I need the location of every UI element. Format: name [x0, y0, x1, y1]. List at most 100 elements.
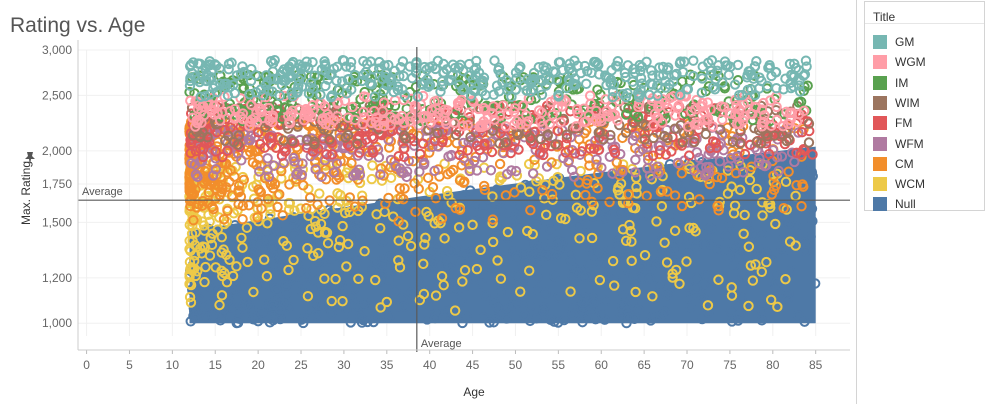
- data-point-wcm: [527, 228, 538, 240]
- data-point-null: [671, 212, 682, 223]
- data-point-fm: [569, 148, 581, 159]
- data-point-null: [274, 298, 285, 310]
- data-point-gm: [286, 87, 297, 99]
- legend-item-null[interactable]: Null: [873, 194, 916, 214]
- data-point-cm: [385, 162, 396, 173]
- data-point-wim: [542, 130, 553, 141]
- data-point-null: [793, 310, 804, 321]
- data-point-cm: [546, 188, 558, 200]
- data-point-wgm: [406, 111, 417, 122]
- data-point-null: [385, 251, 396, 262]
- y-tick-label: 1,000: [42, 316, 72, 330]
- data-point-wcm: [210, 262, 221, 273]
- data-point-null: [756, 315, 768, 326]
- data-point-null: [623, 312, 634, 323]
- data-point-fm: [560, 139, 571, 150]
- data-point-cm: [676, 168, 688, 179]
- data-point-wgm: [426, 104, 438, 116]
- x-tick-label: 80: [766, 358, 780, 372]
- data-point-null: [756, 304, 767, 316]
- data-point-cm: [712, 200, 723, 212]
- y-tick-label: 1,200: [42, 271, 72, 285]
- data-point-null: [729, 241, 740, 252]
- data-point-null: [769, 284, 781, 295]
- data-point-im: [458, 89, 470, 100]
- data-point-gm: [345, 62, 356, 73]
- data-point-wcm: [199, 276, 210, 288]
- data-point-wcm: [683, 191, 695, 203]
- data-point-wfm: [278, 157, 289, 168]
- data-point-null: [235, 228, 246, 239]
- data-point-wfm: [485, 165, 497, 176]
- data-point-wgm: [742, 97, 753, 108]
- data-point-null: [809, 278, 821, 289]
- legend-item-cm[interactable]: CM: [873, 154, 914, 174]
- pin-icon[interactable]: [25, 152, 35, 165]
- data-point-null: [280, 280, 292, 291]
- data-point-wcm: [570, 189, 582, 200]
- data-point-wcm: [756, 266, 768, 278]
- legend[interactable]: Title GM WGM IM WIM FM WFM CM WCM Null: [864, 1, 985, 214]
- data-point-wcm: [541, 209, 552, 221]
- data-point-wcm: [453, 222, 465, 233]
- data-point-cm: [783, 166, 794, 177]
- data-point-gm: [706, 55, 718, 66]
- data-point-gm: [493, 64, 504, 76]
- data-point-wim: [700, 128, 712, 140]
- data-point-im: [632, 111, 644, 122]
- data-point-cm: [500, 190, 512, 201]
- legend-item-im[interactable]: IM: [873, 73, 908, 93]
- legend-item-gm[interactable]: GM: [873, 32, 914, 52]
- data-point-null: [547, 201, 558, 213]
- data-point-fm: [561, 132, 573, 144]
- legend-item-fm[interactable]: FM: [873, 113, 912, 133]
- data-point-null: [533, 241, 545, 253]
- data-point-wcm: [200, 261, 211, 273]
- data-point-null: [410, 202, 422, 214]
- data-point-null: [445, 232, 456, 243]
- data-point-wcm: [310, 221, 321, 232]
- x-tick-label: 25: [294, 358, 308, 372]
- data-point-wcm: [487, 236, 499, 248]
- scatter-plot[interactable]: Average Average 0 5 10 15 20 25 30 35 40 45 50 55 60 6…: [0, 0, 860, 404]
- data-point-null: [438, 312, 449, 323]
- data-point-wcm: [681, 256, 692, 267]
- data-point-null: [600, 208, 611, 219]
- data-point-fm: [279, 146, 291, 157]
- data-point-wgm: [777, 120, 789, 132]
- data-point-wcm: [745, 260, 757, 271]
- data-point-gm: [410, 58, 422, 70]
- data-point-wfm: [263, 171, 275, 182]
- legend-item-wfm[interactable]: WFM: [873, 134, 924, 154]
- data-point-null: [484, 193, 495, 205]
- data-point-gm: [380, 68, 392, 79]
- data-point-null: [523, 249, 535, 260]
- data-point-cm: [436, 213, 448, 224]
- data-point-null: [596, 250, 607, 261]
- data-point-null: [274, 303, 286, 315]
- data-point-null: [457, 317, 468, 329]
- data-point-im: [615, 77, 626, 89]
- legend-item-wcm[interactable]: WCM: [873, 174, 925, 194]
- data-point-fm: [486, 146, 498, 158]
- data-point-wim: [734, 138, 746, 149]
- data-point-wgm: [653, 101, 664, 113]
- data-point-wfm: [789, 156, 800, 168]
- data-point-im: [389, 100, 401, 112]
- data-point-null: [448, 284, 460, 295]
- data-point-null: [362, 316, 373, 328]
- legend-item-wgm[interactable]: WGM: [873, 52, 926, 72]
- data-point-wgm: [229, 103, 241, 115]
- data-point-null: [800, 245, 811, 257]
- data-point-gm: [366, 79, 377, 90]
- data-point-gm: [345, 56, 357, 68]
- data-point-wgm: [583, 110, 595, 121]
- data-point-wcm: [441, 185, 453, 197]
- data-point-null: [748, 229, 760, 241]
- data-point-gm: [540, 72, 551, 83]
- data-point-wcm: [190, 227, 201, 238]
- legend-item-wim[interactable]: WIM: [873, 93, 920, 113]
- data-point-wcm: [309, 215, 321, 227]
- data-point-null: [505, 302, 516, 313]
- data-point-fm: [576, 146, 587, 157]
